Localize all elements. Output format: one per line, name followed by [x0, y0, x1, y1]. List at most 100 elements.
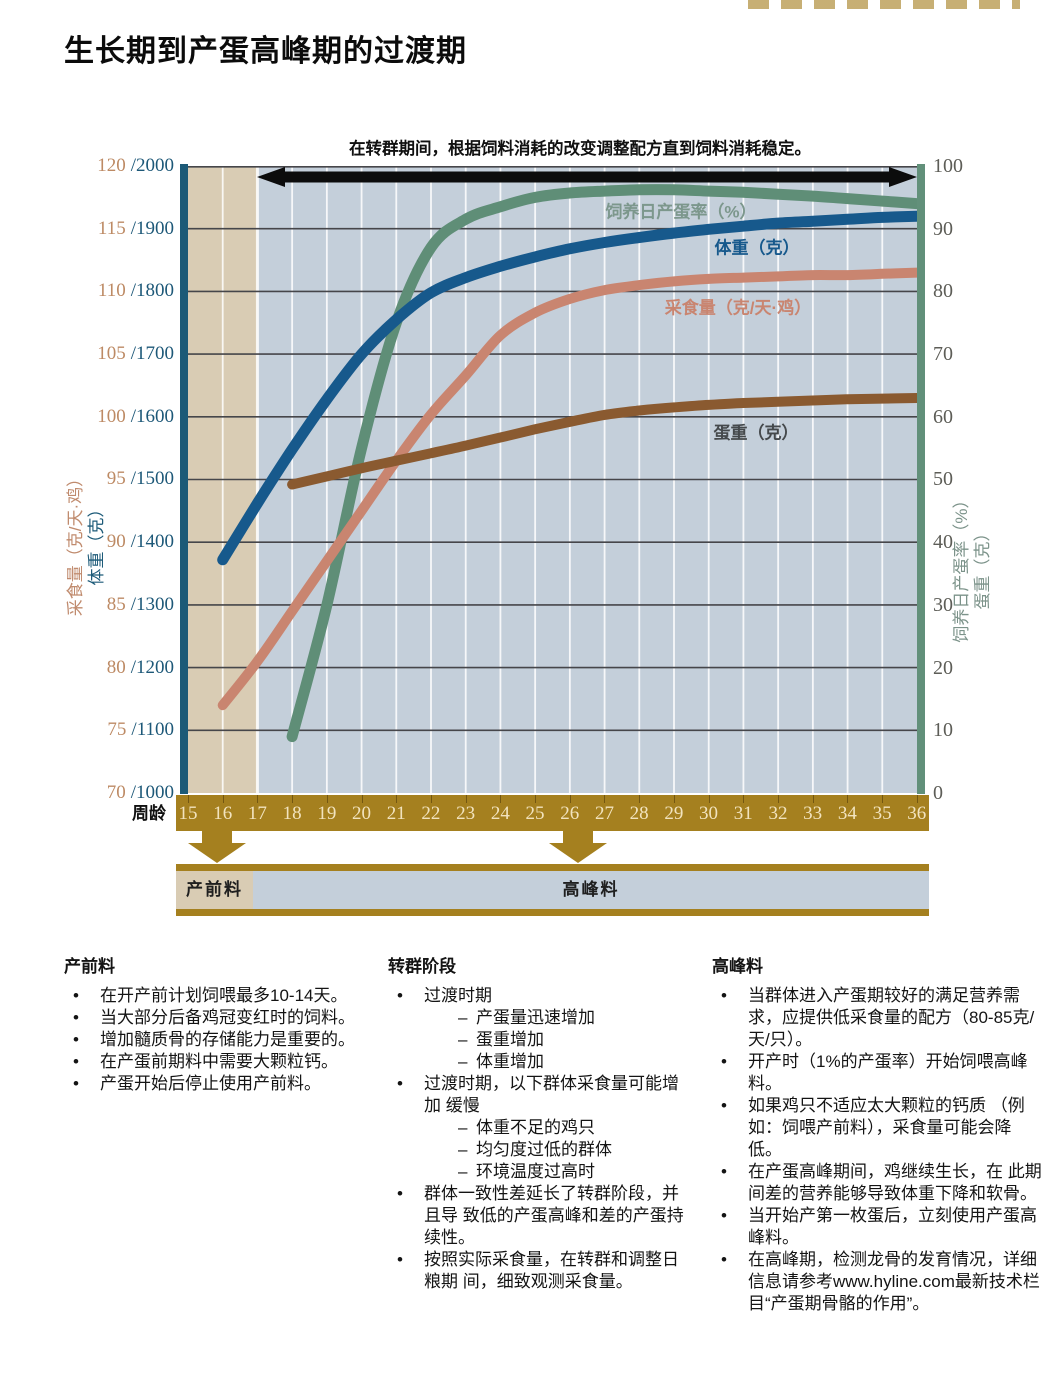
bullet-text: 过渡时期，以下群体采食量可能增加 缓慢: [388, 1073, 688, 1117]
bodyweight-curve-label: 体重（克）: [714, 238, 800, 258]
week-tick: 36: [900, 795, 934, 831]
feed-intake-curve-label: 采食量（克/天·鸡）: [664, 298, 812, 318]
right-axis-tick: 0: [933, 781, 943, 804]
left-axis-tick: 110/1800: [98, 280, 174, 302]
week-tick: 23: [449, 795, 483, 831]
bodyweight-axis-title: 体重（克）: [87, 500, 106, 586]
left-axis-tick: 85/1300: [107, 594, 174, 616]
bullet-item: 过渡时期 产蛋量迅速增加蛋重增加体重增加: [388, 985, 688, 1073]
column-title: 高峰料: [712, 957, 763, 976]
bullet-item: 在产蛋高峰期间，鸡继续生长，在 此期间差的营养能够导致体重下降和软骨。: [712, 1161, 1044, 1205]
bullet-text: 开产时（1%的产蛋率）开始饲喂高峰料。: [712, 1051, 1044, 1095]
right-axis-ticks: 100 90 80 70 60 50 40 30 20 10 0: [933, 155, 993, 804]
week-tick: 15: [171, 795, 205, 831]
bullet-item: 开产时（1%的产蛋率）开始饲喂高峰料。: [712, 1051, 1044, 1095]
bullet-item: 在高峰期，检测龙骨的发育情况，详细信息请参考www.hyline.com最新技术…: [712, 1249, 1044, 1315]
week-tick: 18: [275, 795, 309, 831]
feed-tick-value: 90: [106, 531, 126, 553]
weight-tick-value: /1800: [130, 280, 174, 302]
week-age-label: 周龄: [132, 804, 166, 823]
egg-weight-curve-label: 蛋重（克）: [713, 423, 799, 443]
right-axis-tick: 80: [933, 280, 953, 303]
bullet-text: 在开产前计划饲喂最多10-14天。: [64, 985, 386, 1007]
info-column: 高峰料 当群体进入产蛋期较好的满足营养需求，应提供低采食量的配方（80-85克/…: [712, 956, 1044, 1315]
left-axis-spine: [180, 164, 188, 794]
formulation-period-arrow: [257, 167, 917, 187]
week-tick: 21: [379, 795, 413, 831]
bullet-item: 当大部分后备鸡冠变红时的饲料。: [64, 1007, 386, 1029]
sub-bullet-text: 环境温度过高时: [388, 1161, 688, 1183]
feed-tick-value: 75: [107, 719, 127, 741]
week-tick: 27: [587, 795, 621, 831]
week-tick: 26: [553, 795, 587, 831]
week-axis-band: [176, 795, 929, 831]
feed-tick-value: 80: [106, 656, 126, 678]
week-tick: 29: [657, 795, 691, 831]
right-axis-tick: 20: [933, 656, 953, 679]
bullet-text: 按照实际采食量，在转群和调整日粮期 间，细致观测采食量。: [388, 1249, 688, 1293]
sub-bullet-text: 产蛋量迅速增加: [388, 1007, 688, 1029]
chart-annotation: 在转群期间，根据饲料消耗的改变调整配方直到饲料消耗稳定。: [349, 140, 811, 158]
bullet-text: 当群体进入产蛋期较好的满足营养需求，应提供低采食量的配方（80-85克/天/只）…: [712, 985, 1044, 1051]
bullet-item: 产蛋开始后停止使用产前料。: [64, 1073, 386, 1095]
weight-tick-value: /2000: [130, 155, 174, 176]
bullet-text: 在产蛋前期料中需要大颗粒钙。: [64, 1051, 386, 1073]
bullet-text: 如果鸡只不适应太大颗粒的钙质 （例如：饲喂产前料），采食量可能会降低。: [712, 1095, 1044, 1161]
feed-tick-value: 70: [106, 781, 126, 803]
bullet-item: 如果鸡只不适应太大颗粒的钙质 （例如：饲喂产前料），采食量可能会降低。: [712, 1095, 1044, 1161]
bullet-item: 增加髓质骨的存储能力是重要的。: [64, 1029, 386, 1051]
left-axis-tick: 95/1500: [107, 468, 174, 490]
right-axis-title: 饲养日产蛋率（%） 蛋重（克）: [951, 407, 993, 727]
feed-tick-value: 115: [97, 217, 126, 239]
prelay-arrow-icon: [188, 843, 246, 863]
feed-tick-value: 100: [97, 405, 126, 427]
weight-tick-value: /1600: [130, 405, 174, 427]
feed-program-band: 产前料 高峰料: [176, 864, 929, 916]
bullet-text: 当开始产第一枚蛋后，立刻使用产蛋高峰料。: [712, 1205, 1044, 1249]
weight-tick-value: /1900: [130, 217, 174, 239]
cropped-header-text: [748, 0, 1020, 9]
peak-arrow-icon: [549, 843, 607, 863]
bullet-text: 在高峰期，检测龙骨的发育情况，详细信息请参考www.hyline.com最新技术…: [712, 1249, 1044, 1315]
weight-tick-value: /1300: [130, 593, 174, 615]
right-axis-tick: 70: [933, 343, 953, 366]
week-tick: 25: [518, 795, 552, 831]
sub-bullet-text: 均匀度过低的群体: [388, 1139, 688, 1161]
bullet-text: 产蛋开始后停止使用产前料。: [64, 1073, 386, 1095]
week-tick: 28: [622, 795, 656, 831]
bullet-text: 过渡时期: [388, 985, 688, 1007]
left-axis-ticks: 120/2000 115/1900 110/1800 105/1700 100/…: [58, 155, 174, 804]
feed-tick-value: 110: [97, 280, 126, 302]
weight-tick-value: /1500: [130, 468, 174, 490]
feed-tick-value: 120: [97, 155, 126, 176]
left-axis-tick: 120/2000: [97, 155, 174, 177]
right-axis-tick: 90: [933, 217, 953, 240]
week-tick: 17: [240, 795, 274, 831]
week-tick: 35: [865, 795, 899, 831]
bullet-item: 在开产前计划饲喂最多10-14天。: [64, 985, 386, 1007]
week-tick: 16: [206, 795, 240, 831]
sub-bullet-text: 蛋重增加: [388, 1029, 688, 1051]
column-title: 转群阶段: [388, 957, 456, 976]
week-tick: 31: [726, 795, 760, 831]
peak-arrow-stem: [563, 829, 593, 844]
info-column: 产前料 在开产前计划饲喂最多10-14天。 当大部分后备鸡冠变红时的饲料。 增加…: [64, 956, 386, 1095]
peak-feed-label: 高峰料: [562, 880, 620, 899]
bullet-item: 群体一致性差延长了转群阶段，并且导 致低的产蛋高峰和差的产蛋持续性。: [388, 1183, 688, 1249]
feed-tick-value: 105: [97, 343, 126, 365]
column-title: 产前料: [64, 957, 115, 976]
left-axis-tick: 75/1100: [107, 719, 174, 741]
weight-tick-value: /1200: [130, 656, 174, 678]
page-title: 生长期到产蛋高峰期的过渡期: [64, 35, 467, 68]
left-axis-tick: 80/1200: [107, 657, 174, 679]
week-tick: 34: [830, 795, 864, 831]
sub-bullet-text: 体重增加: [388, 1051, 688, 1073]
bullet-text: 当大部分后备鸡冠变红时的饲料。: [64, 1007, 386, 1029]
feed-tick-value: 95: [106, 468, 126, 490]
right-axis-spine: [917, 164, 925, 794]
week-tick: 19: [310, 795, 344, 831]
right-axis-tick: 60: [933, 405, 953, 428]
left-axis-tick: 105/1700: [97, 343, 174, 365]
lay-rate-curve-label: 饲养日产蛋率（%）: [605, 202, 757, 222]
left-axis-tick: 115/1900: [98, 218, 174, 240]
